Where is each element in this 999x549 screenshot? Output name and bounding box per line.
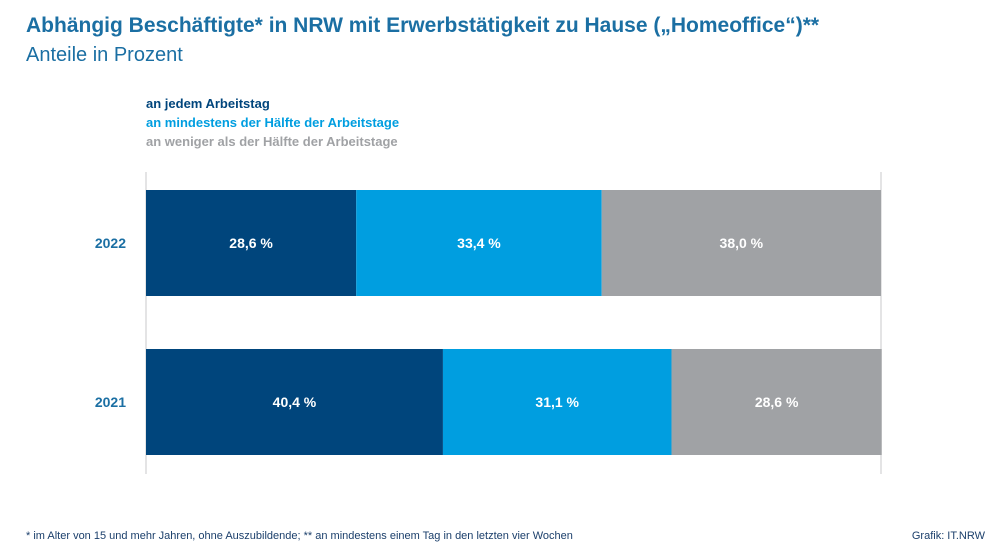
credit: Grafik: IT.NRW <box>911 530 985 542</box>
data-label-2021-series-2: 31,1 % <box>535 394 579 410</box>
bar-2021-series-1 <box>146 349 443 455</box>
legend-item-less-than-half: an weniger als der Hälfte der Arbeitstag… <box>146 134 398 149</box>
legend-item-half-workdays: an mindestens der Hälfte der Arbeitstage <box>146 115 400 130</box>
chart-subtitle: Anteile in Prozent <box>26 44 183 66</box>
bar-2021-series-2 <box>442 349 672 455</box>
category-label-2021: 2021 <box>95 394 126 410</box>
data-label-2021-series-3: 28,6 % <box>755 394 799 410</box>
legend: an jedem Arbeitstag an mindestens der Hä… <box>146 94 399 151</box>
bar-2022-series-2 <box>356 190 602 296</box>
data-label-2021-series-1: 40,4 % <box>273 394 317 410</box>
legend-item-every-workday: an jedem Arbeitstag <box>146 96 270 111</box>
data-label-2022-series-3: 38,0 % <box>720 235 764 251</box>
bar-2021-series-3 <box>671 349 882 455</box>
data-label-2022-series-1: 28,6 % <box>229 235 273 251</box>
footnote: * im Alter von 15 und mehr Jahren, ohne … <box>26 530 573 542</box>
category-label-2022: 2022 <box>95 235 126 251</box>
data-label-2022-series-2: 33,4 % <box>457 235 501 251</box>
chart-title: Abhängig Beschäftigte* in NRW mit Erwerb… <box>26 14 820 37</box>
bar-2022-series-1 <box>146 190 357 296</box>
bar-2022-series-3 <box>601 190 881 296</box>
